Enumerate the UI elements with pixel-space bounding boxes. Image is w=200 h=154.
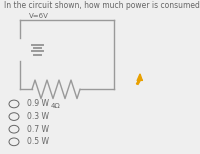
Text: 4Ω: 4Ω: [51, 103, 61, 109]
Text: 0.9 W: 0.9 W: [27, 99, 49, 108]
Polygon shape: [136, 74, 142, 84]
Text: 0.3 W: 0.3 W: [27, 112, 49, 121]
Text: 0.7 W: 0.7 W: [27, 125, 49, 134]
Text: In the circuit shown, how much power is consumed by the resistor?: In the circuit shown, how much power is …: [4, 1, 200, 10]
Circle shape: [9, 100, 19, 108]
Text: V=6V: V=6V: [29, 13, 49, 19]
Text: 0.5 W: 0.5 W: [27, 137, 49, 146]
Circle shape: [9, 113, 19, 120]
Circle shape: [9, 138, 19, 146]
Circle shape: [9, 125, 19, 133]
